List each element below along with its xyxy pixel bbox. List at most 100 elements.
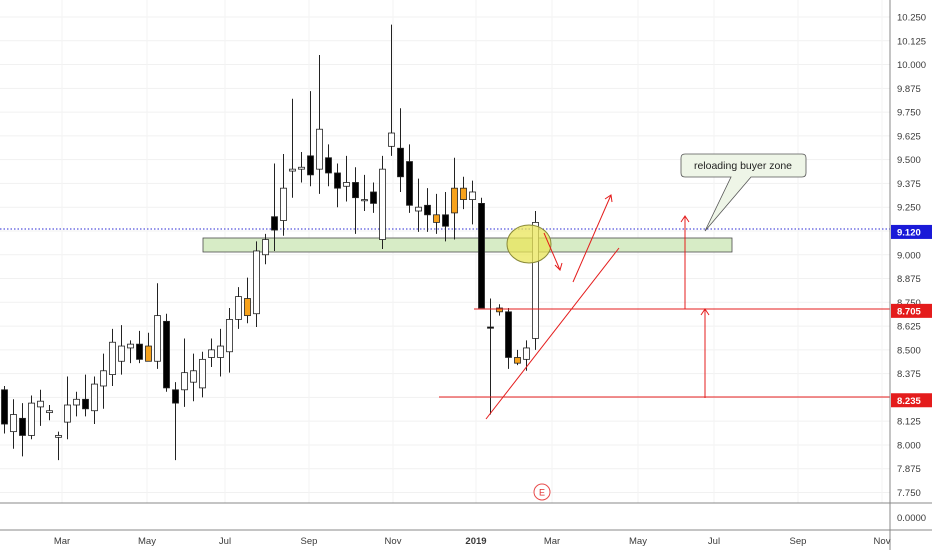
price-axis[interactable]: 10.250 10.125 10.000 9.875 9.750 9.625 9.500 9.…: [897, 13, 926, 500]
candle[interactable]: [280, 153, 287, 236]
candle[interactable]: [127, 340, 134, 364]
price-tick-label: 9.625: [897, 131, 921, 142]
candle[interactable]: [46, 405, 53, 421]
candle[interactable]: [388, 24, 395, 156]
candle[interactable]: [307, 91, 314, 187]
candle[interactable]: [244, 277, 251, 324]
candle[interactable]: [325, 144, 332, 187]
earnings-event-marker[interactable]: [533, 483, 551, 501]
candle-body: [253, 250, 260, 315]
candle[interactable]: [199, 351, 206, 398]
time-axis[interactable]: Mar May Jul Sep Nov 2019 Mar May Jul Sep Nov: [54, 536, 891, 547]
candle[interactable]: [505, 308, 512, 369]
candle-body: [352, 182, 359, 199]
candle[interactable]: [433, 193, 440, 234]
candle[interactable]: [289, 98, 296, 198]
callout-box[interactable]: [680, 153, 807, 232]
candle[interactable]: [469, 180, 476, 225]
candle[interactable]: [64, 376, 71, 440]
candle[interactable]: [136, 330, 143, 364]
candle[interactable]: [73, 391, 80, 417]
candle[interactable]: [37, 389, 44, 426]
time-tick-label: Jul: [708, 536, 720, 547]
candle[interactable]: [172, 382, 179, 461]
candle[interactable]: [100, 353, 107, 409]
arrow-down-right[interactable]: [543, 232, 561, 271]
candle-body: [1, 389, 8, 425]
candle-body: [361, 199, 368, 202]
volume-axis[interactable]: 0.0000: [897, 513, 926, 524]
candle-body: [73, 398, 80, 406]
candle[interactable]: [262, 233, 269, 265]
candle-body: [10, 414, 17, 433]
candle[interactable]: [109, 328, 116, 386]
candle[interactable]: [460, 176, 467, 210]
volume-tick-label: 0.0000: [897, 513, 926, 524]
measure-arrow-upper-head: [680, 215, 690, 223]
candle[interactable]: [379, 155, 386, 250]
candle-body: [298, 166, 305, 170]
candle-body: [199, 358, 206, 389]
highlight-ellipse[interactable]: [506, 224, 552, 264]
candle[interactable]: [352, 167, 359, 234]
drawings-layer[interactable]: reloading buyer zone E: [439, 153, 890, 501]
candle[interactable]: [397, 108, 404, 192]
candle-body: [289, 168, 296, 172]
buyer-zone-rectangle[interactable]: [202, 237, 733, 253]
candle[interactable]: [415, 178, 422, 232]
candle[interactable]: [19, 403, 26, 457]
time-tick-label: 2019: [465, 536, 486, 547]
candle[interactable]: [271, 163, 278, 251]
candle[interactable]: [118, 325, 125, 375]
candle[interactable]: [478, 197, 485, 309]
candle[interactable]: [442, 191, 449, 242]
price-tick-label: 8.500: [897, 345, 921, 356]
candle[interactable]: [496, 304, 503, 316]
price-tick-label: 8.000: [897, 440, 921, 451]
candle[interactable]: [424, 188, 431, 232]
candle[interactable]: [190, 353, 197, 402]
candle-body: [109, 341, 116, 375]
candle[interactable]: [253, 241, 260, 328]
candle[interactable]: [55, 431, 62, 461]
candle[interactable]: [343, 155, 350, 202]
price-tick-label: 9.375: [897, 179, 921, 190]
candle[interactable]: [451, 157, 458, 240]
measure-arrow-lower-head: [700, 308, 710, 316]
candle[interactable]: [226, 308, 233, 373]
candle-body: [316, 128, 323, 170]
candle[interactable]: [208, 338, 215, 367]
candle[interactable]: [334, 163, 341, 208]
candle[interactable]: [298, 152, 305, 183]
candle[interactable]: [82, 374, 89, 417]
candle[interactable]: [163, 313, 170, 392]
time-tick-label: Sep: [301, 536, 318, 547]
price-tick-label: 10.125: [897, 36, 926, 47]
candle[interactable]: [10, 399, 17, 449]
candle[interactable]: [361, 174, 368, 212]
candle[interactable]: [181, 338, 188, 407]
candle-body: [523, 347, 530, 360]
candle[interactable]: [487, 298, 494, 415]
candle[interactable]: [316, 55, 323, 194]
arrow-up-right[interactable]: [572, 194, 612, 283]
candle[interactable]: [91, 376, 98, 425]
trendline-up[interactable]: [485, 247, 620, 420]
candle-body: [334, 172, 341, 189]
candle[interactable]: [28, 395, 35, 440]
candle-body: [244, 298, 251, 317]
candle-body: [505, 311, 512, 358]
candle[interactable]: [154, 283, 161, 369]
candle[interactable]: [1, 385, 8, 434]
candle[interactable]: [235, 287, 242, 329]
candle[interactable]: [523, 340, 530, 371]
price-tag: [891, 224, 932, 239]
candle-body: [307, 155, 314, 176]
candle-body: [460, 187, 467, 200]
candle[interactable]: [514, 349, 521, 366]
candle[interactable]: [145, 332, 152, 362]
candle[interactable]: [406, 144, 413, 213]
candle[interactable]: [370, 182, 377, 213]
candle[interactable]: [217, 328, 224, 377]
